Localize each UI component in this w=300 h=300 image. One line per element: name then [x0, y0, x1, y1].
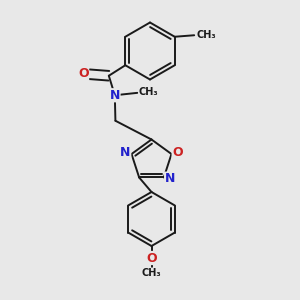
Text: O: O — [78, 67, 88, 80]
Text: O: O — [146, 251, 157, 265]
Text: CH₃: CH₃ — [142, 268, 161, 278]
Text: CH₃: CH₃ — [196, 30, 216, 40]
Text: CH₃: CH₃ — [139, 87, 158, 97]
Text: N: N — [120, 146, 131, 159]
Text: O: O — [172, 146, 183, 159]
Text: N: N — [165, 172, 175, 185]
Text: N: N — [110, 89, 120, 102]
